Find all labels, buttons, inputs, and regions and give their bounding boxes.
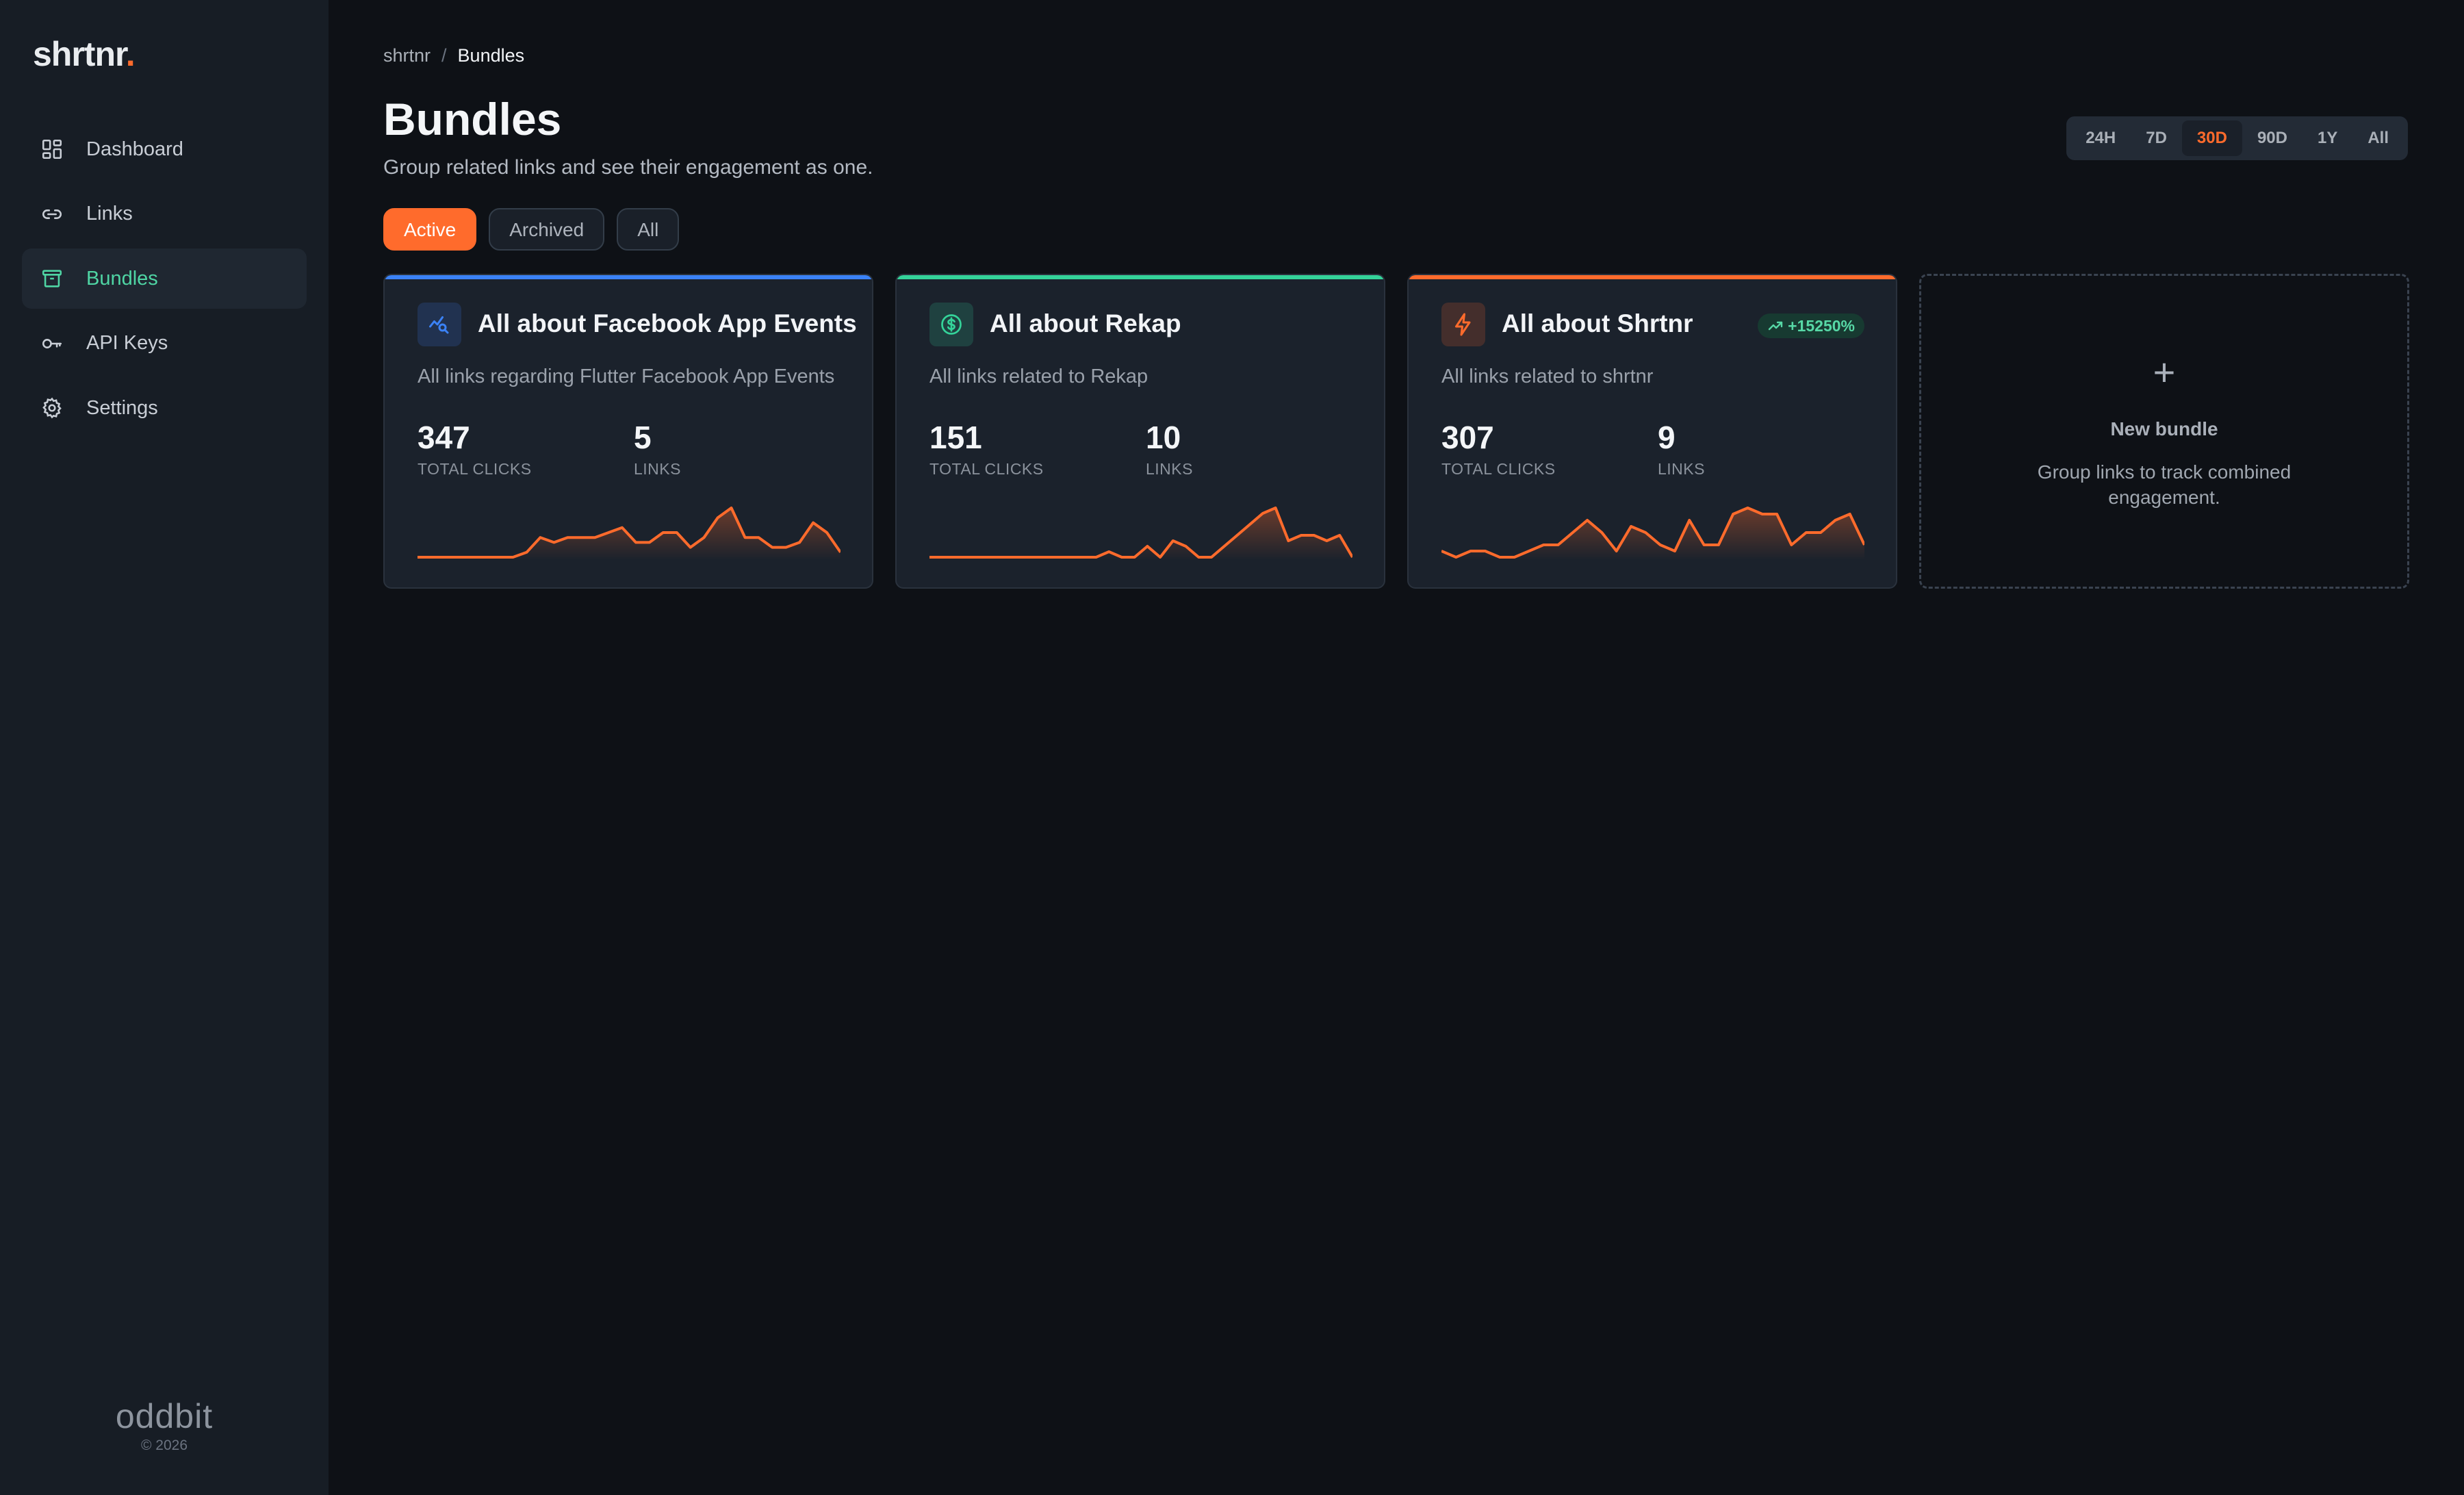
dashboard-icon bbox=[40, 137, 64, 162]
sparkline-area bbox=[418, 508, 840, 560]
trend-up-icon bbox=[1768, 321, 1783, 331]
filter-all[interactable]: All bbox=[617, 208, 680, 251]
main-content: shrtnr / Bundles Bundles Group related l… bbox=[329, 0, 2464, 1495]
range-option-7d[interactable]: 7D bbox=[2146, 129, 2167, 147]
links-stat: 5 LINKS bbox=[634, 419, 681, 478]
time-range-selector: 24H 7D 30D 90D 1Y All bbox=[2066, 116, 2408, 160]
total-clicks-label: TOTAL CLICKS bbox=[929, 460, 1044, 478]
sidebar-item-links[interactable]: Links bbox=[22, 184, 307, 244]
bundle-description: All links related to shrtnr bbox=[1441, 366, 1654, 387]
links-value: 10 bbox=[1146, 420, 1181, 455]
clicks-sparkline bbox=[1441, 507, 1864, 560]
sidebar-item-dashboard[interactable]: Dashboard bbox=[22, 119, 307, 179]
sparkline-line bbox=[1441, 507, 1864, 559]
card-accent-bar bbox=[385, 275, 872, 279]
clicks-sparkline bbox=[929, 507, 1352, 560]
links-value: 9 bbox=[1658, 420, 1676, 455]
app-logo[interactable]: shrtnr. bbox=[33, 34, 136, 74]
range-option-30d[interactable]: 30D bbox=[2181, 120, 2242, 156]
sidebar-item-label: Bundles bbox=[86, 267, 158, 290]
sidebar-nav: Dashboard Links Bundles API Keys bbox=[22, 119, 307, 443]
sparkline-line bbox=[418, 507, 840, 559]
sidebar-item-bundles[interactable]: Bundles bbox=[22, 248, 307, 309]
sidebar-item-label: Dashboard bbox=[86, 138, 183, 160]
links-label: LINKS bbox=[1658, 460, 1705, 478]
new-bundle-description: Group links to track combined engagement… bbox=[2037, 461, 2292, 508]
breadcrumb-root[interactable]: shrtnr bbox=[383, 45, 431, 66]
sidebar-footer: oddbit © 2026 bbox=[0, 1396, 329, 1454]
page-title: Bundles bbox=[383, 94, 562, 144]
range-option-24h[interactable]: 24H bbox=[2086, 129, 2116, 147]
total-clicks-label: TOTAL CLICKS bbox=[1441, 460, 1556, 478]
new-bundle-title: New bundle bbox=[2110, 418, 2218, 439]
bundle-title: All about Facebook App Events bbox=[478, 309, 857, 337]
key-icon bbox=[40, 331, 64, 356]
links-stat: 10 LINKS bbox=[1146, 419, 1193, 478]
status-filter-tabs: Active Archived All bbox=[383, 208, 691, 251]
sidebar-item-label: API Keys bbox=[86, 332, 168, 354]
bundle-card[interactable]: All about Rekap All links related to Rek… bbox=[895, 274, 1385, 589]
range-option-all[interactable]: All bbox=[2367, 129, 2389, 147]
gear-icon bbox=[40, 396, 64, 420]
logo-dot: . bbox=[125, 35, 136, 73]
bundle-description: All links regarding Flutter Facebook App… bbox=[418, 366, 835, 387]
card-accent-bar bbox=[897, 275, 1384, 279]
page-subtitle: Group related links and see their engage… bbox=[383, 156, 873, 179]
breadcrumb-current: Bundles bbox=[457, 45, 525, 66]
links-stat: 9 LINKS bbox=[1658, 419, 1705, 478]
total-clicks-value: 151 bbox=[929, 420, 982, 455]
breadcrumb: shrtnr / Bundles bbox=[383, 45, 524, 66]
sidebar: shrtnr. Dashboard Links Bundles bbox=[0, 0, 329, 1495]
link-icon bbox=[40, 202, 64, 227]
lightning-icon bbox=[1441, 303, 1485, 346]
sidebar-item-settings[interactable]: Settings bbox=[22, 378, 307, 438]
sparkline-area bbox=[1441, 508, 1864, 560]
filter-active[interactable]: Active bbox=[383, 208, 477, 251]
total-clicks-label: TOTAL CLICKS bbox=[418, 460, 532, 478]
sidebar-item-label: Settings bbox=[86, 396, 158, 419]
total-clicks-stat: 151 TOTAL CLICKS bbox=[929, 419, 1044, 478]
links-value: 5 bbox=[634, 420, 652, 455]
oddbit-logo[interactable]: oddbit bbox=[115, 1397, 214, 1435]
logo-text: shrtnr bbox=[33, 35, 127, 73]
bundle-grid: All about Facebook App Events All links … bbox=[383, 274, 2409, 589]
bundle-title: All about Rekap bbox=[990, 309, 1181, 337]
bundle-title: All about Shrtnr bbox=[1502, 309, 1693, 337]
card-accent-bar bbox=[1409, 275, 1896, 279]
bundle-description: All links related to Rekap bbox=[929, 366, 1148, 387]
total-clicks-value: 347 bbox=[418, 420, 470, 455]
total-clicks-value: 307 bbox=[1441, 420, 1494, 455]
sidebar-item-label: Links bbox=[86, 203, 133, 225]
chart-search-icon bbox=[418, 303, 461, 346]
links-label: LINKS bbox=[1146, 460, 1193, 478]
growth-badge-label: +15250% bbox=[1788, 316, 1855, 335]
filter-archived[interactable]: Archived bbox=[489, 208, 605, 251]
plus-icon: + bbox=[2153, 350, 2176, 394]
copyright-text: © 2026 bbox=[140, 1438, 188, 1453]
dollar-circle-icon bbox=[929, 303, 973, 346]
range-option-1y[interactable]: 1Y bbox=[2317, 129, 2338, 147]
links-label: LINKS bbox=[634, 460, 681, 478]
breadcrumb-separator: / bbox=[441, 45, 447, 66]
clicks-sparkline bbox=[418, 507, 840, 560]
sidebar-item-api-keys[interactable]: API Keys bbox=[22, 314, 307, 374]
sparkline-line bbox=[929, 507, 1352, 559]
bundle-card[interactable]: All about Facebook App Events All links … bbox=[383, 274, 873, 589]
archive-box-icon bbox=[40, 266, 64, 291]
new-bundle-button[interactable]: + New bundle Group links to track combin… bbox=[1919, 274, 2409, 589]
range-option-90d[interactable]: 90D bbox=[2257, 129, 2287, 147]
bundle-card[interactable]: All about Shrtnr +15250% All links relat… bbox=[1407, 274, 1897, 589]
growth-badge: +15250% bbox=[1758, 314, 1864, 338]
sparkline-area bbox=[929, 508, 1352, 560]
total-clicks-stat: 347 TOTAL CLICKS bbox=[418, 419, 532, 478]
total-clicks-stat: 307 TOTAL CLICKS bbox=[1441, 419, 1556, 478]
